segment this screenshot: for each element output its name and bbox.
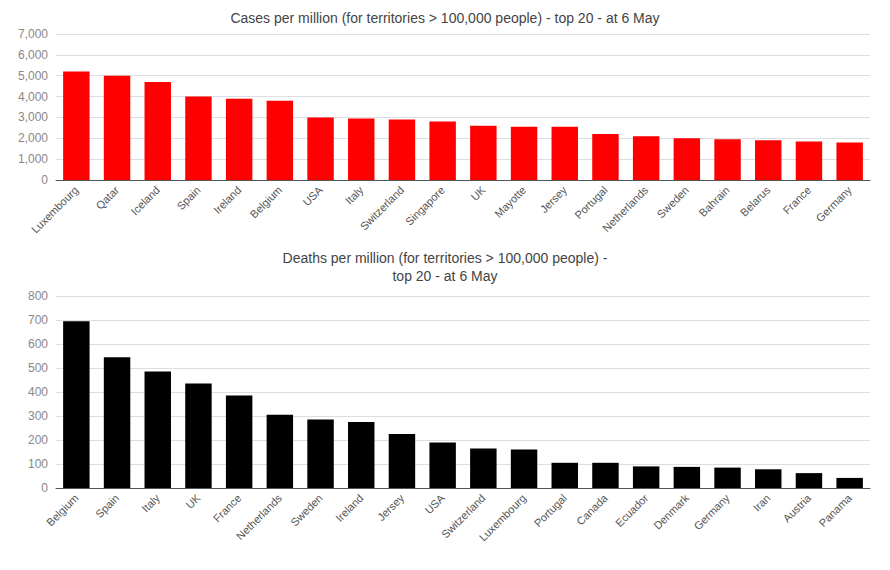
svg-text:6,000: 6,000 xyxy=(18,48,48,62)
svg-text:Mayotte: Mayotte xyxy=(492,184,528,220)
svg-text:Switzerland: Switzerland xyxy=(358,184,407,233)
svg-text:Ireland: Ireland xyxy=(211,184,243,216)
svg-text:Netherlands: Netherlands xyxy=(234,491,285,542)
svg-text:UK: UK xyxy=(468,183,488,203)
svg-text:300: 300 xyxy=(28,409,48,423)
svg-text:Sweden: Sweden xyxy=(655,184,692,221)
svg-text:Portugal: Portugal xyxy=(572,184,609,221)
svg-text:Denmark: Denmark xyxy=(651,491,691,531)
svg-text:7,000: 7,000 xyxy=(18,27,48,41)
svg-text:France: France xyxy=(211,492,244,525)
svg-text:800: 800 xyxy=(28,289,48,303)
svg-text:3,000: 3,000 xyxy=(18,110,48,124)
svg-text:Canada: Canada xyxy=(574,491,610,527)
svg-text:Iceland: Iceland xyxy=(128,184,162,218)
svg-text:Italy: Italy xyxy=(139,491,162,514)
svg-text:Austria: Austria xyxy=(781,491,814,524)
svg-text:Spain: Spain xyxy=(93,492,121,520)
svg-text:Sweden: Sweden xyxy=(288,492,325,529)
svg-text:Panama: Panama xyxy=(816,491,854,529)
svg-text:5,000: 5,000 xyxy=(18,69,48,83)
svg-text:Ecuador: Ecuador xyxy=(613,492,651,530)
svg-text:100: 100 xyxy=(28,457,48,471)
svg-text:4,000: 4,000 xyxy=(18,90,48,104)
svg-text:200: 200 xyxy=(28,433,48,447)
svg-text:Luxembourg: Luxembourg xyxy=(29,184,81,236)
svg-text:Germany: Germany xyxy=(813,183,854,224)
svg-text:Netherlands: Netherlands xyxy=(600,183,651,234)
svg-text:Ireland: Ireland xyxy=(333,492,365,524)
svg-text:Spain: Spain xyxy=(174,184,202,212)
svg-text:Italy: Italy xyxy=(343,183,366,206)
svg-text:France: France xyxy=(781,184,814,217)
svg-text:600: 600 xyxy=(28,337,48,351)
svg-text:400: 400 xyxy=(28,385,48,399)
svg-text:500: 500 xyxy=(28,361,48,375)
svg-text:Cases per million (for territo: Cases per million (for territories > 100… xyxy=(230,10,659,26)
svg-text:UK: UK xyxy=(183,491,203,511)
svg-text:Qatar: Qatar xyxy=(93,184,121,212)
svg-text:Singapore: Singapore xyxy=(403,184,447,228)
svg-text:top 20 - at 6 May: top 20 - at 6 May xyxy=(392,268,497,284)
svg-text:Belgium: Belgium xyxy=(248,184,285,221)
svg-text:Portugal: Portugal xyxy=(532,492,569,529)
svg-text:USA: USA xyxy=(422,491,447,516)
svg-text:USA: USA xyxy=(300,183,325,208)
svg-text:Switzerland: Switzerland xyxy=(439,491,488,541)
svg-text:0: 0 xyxy=(41,173,48,187)
svg-text:Bahrain: Bahrain xyxy=(697,184,732,219)
svg-text:0: 0 xyxy=(41,481,48,495)
svg-text:1,000: 1,000 xyxy=(18,152,48,166)
svg-text:Iran: Iran xyxy=(751,492,773,514)
svg-text:Belgium: Belgium xyxy=(44,492,81,529)
svg-text:Deaths per million (for territ: Deaths per million (for territories > 10… xyxy=(283,250,608,266)
svg-text:Luxembourg: Luxembourg xyxy=(477,492,529,544)
svg-text:Belarus: Belarus xyxy=(738,183,773,218)
svg-text:Jersey: Jersey xyxy=(538,183,570,215)
svg-text:Germany: Germany xyxy=(691,491,732,532)
svg-text:700: 700 xyxy=(28,313,48,327)
svg-text:Jersey: Jersey xyxy=(375,491,407,523)
svg-text:2,000: 2,000 xyxy=(18,131,48,145)
